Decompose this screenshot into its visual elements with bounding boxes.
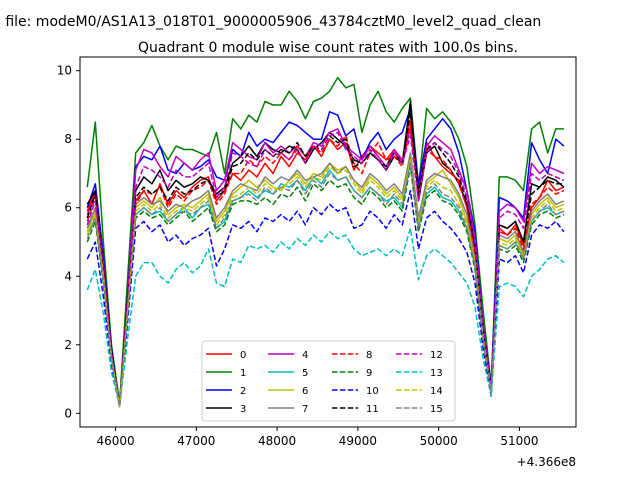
legend-label-3: 3 (240, 404, 246, 415)
legend-label-7: 7 (302, 404, 308, 415)
series-line-8 (86, 124, 565, 408)
series-line-15 (86, 162, 565, 408)
legend-label-11: 11 (366, 404, 379, 415)
y-tick-label: 10 (57, 64, 72, 78)
x-tick-label: 48000 (258, 434, 296, 448)
legend-label-2: 2 (240, 386, 246, 397)
x-axis: 46000 47000 48000 49000 50000 51000 (96, 427, 539, 448)
x-tick-label: 51000 (500, 434, 538, 448)
legend-label-6: 6 (302, 386, 308, 397)
series-line-12 (86, 131, 565, 408)
x-tick-label: 50000 (420, 434, 458, 448)
y-axis: 0 2 4 6 8 10 (57, 64, 80, 420)
x-tick-label: 49000 (339, 434, 377, 448)
y-tick-label: 6 (64, 201, 72, 215)
series-line-13 (86, 227, 565, 408)
figure-suptitle: n file: modeM0/AS1A13_018T01_9000005906_… (0, 14, 541, 30)
legend-label-5: 5 (302, 368, 308, 379)
x-tick-label: 46000 (96, 434, 134, 448)
y-tick-label: 2 (64, 338, 72, 352)
series-layer (86, 76, 565, 408)
legend-box (201, 340, 456, 422)
legend-label-15: 15 (430, 404, 443, 415)
plot-frame (79, 56, 577, 428)
legend-label-14: 14 (430, 386, 443, 397)
x-axis-offset-label: +4.366e8 (517, 455, 576, 469)
chart-title: Quadrant 0 module wise count rates with … (138, 40, 518, 56)
series-line-1 (86, 76, 564, 404)
series-line-10 (86, 189, 565, 408)
legend-label-8: 8 (366, 350, 372, 361)
x-tick-label: 47000 (177, 434, 215, 448)
legend-label-1: 1 (240, 368, 246, 379)
legend-label-10: 10 (366, 386, 379, 397)
y-tick-label: 8 (64, 132, 72, 146)
y-tick-label: 0 (64, 406, 72, 420)
y-tick-label: 4 (64, 269, 72, 283)
legend-label-0: 0 (240, 350, 246, 361)
legend-label-4: 4 (302, 350, 308, 361)
legend-label-13: 13 (430, 368, 443, 379)
legend-label-12: 12 (430, 350, 443, 361)
legend-label-9: 9 (366, 368, 372, 379)
